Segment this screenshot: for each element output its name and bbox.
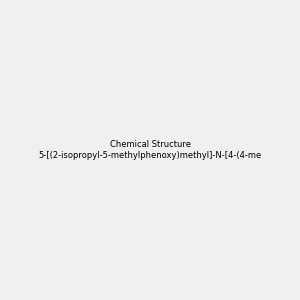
Text: Chemical Structure
5-[(2-isopropyl-5-methylphenoxy)methyl]-N-[4-(4-me: Chemical Structure 5-[(2-isopropyl-5-met… [38,140,262,160]
